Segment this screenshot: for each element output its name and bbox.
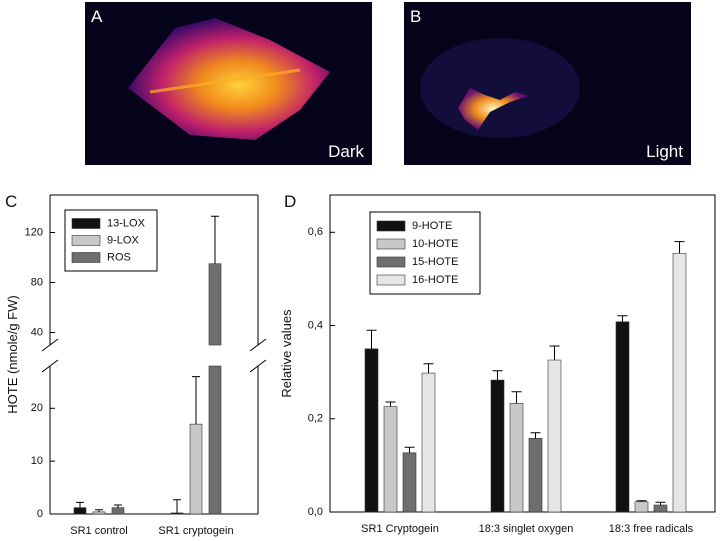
error-bar [404,446,415,453]
y-tick-label: 10 [31,455,43,467]
error-bar [385,401,396,407]
legend-label: 9-LOX [107,234,139,246]
error-bar [173,499,181,513]
panel-label: A [91,7,103,26]
panel-label: C [5,192,17,211]
bar [672,252,687,513]
bar [653,504,668,513]
bar [490,379,505,513]
image-panel-b: B Light [404,2,691,165]
y-axis-label: Relative values [279,309,294,398]
legend-label: 9-HOTE [412,220,452,232]
error-bar [530,432,541,439]
bar [92,511,106,515]
chart: D Relative values 0,0 0,2 0,4 0,6 SR1 Cryptoge… [279,192,716,535]
x-tick-label: SR1 Cryptogein [361,523,439,535]
legend-swatch [376,256,406,268]
bar [634,501,649,513]
error-bar [76,501,84,508]
bar [208,263,222,346]
error-bar [617,315,628,322]
image-caption: Dark [328,142,364,161]
y-tick-label: 80 [31,276,43,288]
error-bar [674,241,685,254]
legend-label: 10-HOTE [412,238,458,250]
legend-label: 15-HOTE [412,256,458,268]
error-bar [511,391,522,404]
legend-swatch [376,238,406,250]
bar [615,321,630,513]
image-caption: Light [646,142,683,161]
bar [402,452,417,513]
y-tick-label: 20 [31,402,43,414]
image-panel-a: A Dark [85,2,372,165]
error-bar [492,370,503,381]
error-bar [114,504,122,508]
panel-label: B [410,7,421,26]
y-tick-label: 40 [31,326,43,338]
bar [383,406,398,513]
panel-label: D [284,192,296,211]
legend-label: 16-HOTE [412,274,458,286]
legend-swatch [71,218,101,229]
legend-label: 13-LOX [107,217,146,229]
legend-swatch [376,274,406,286]
error-bar [211,215,219,264]
bar [547,359,562,513]
bar [509,403,524,513]
bar [208,365,222,515]
legend-swatch [71,235,101,246]
y-tick-label: 0,2 [308,413,323,425]
error-bar [636,500,647,502]
y-tick-label: 0,4 [308,319,323,331]
bar [364,348,379,513]
x-tick-label: SR1 cryptogein [158,525,233,537]
chart: C HOTE (nmole/g FW) 0 10 20 40 80 120 SR1 contro… [5,192,267,537]
axis-break [41,338,59,352]
y-tick-label: 0 [37,508,43,520]
y-tick-label: 120 [25,226,43,238]
bar [170,512,184,515]
y-axis-label: HOTE (nmole/g FW) [5,295,20,413]
bar [111,507,125,515]
bar [528,438,543,513]
legend-label: ROS [107,251,131,263]
error-bar [95,509,103,512]
axis-break [249,338,267,352]
axis-break [41,359,59,373]
x-tick-label: 18:3 free radicals [609,523,694,535]
error-bar [366,329,377,349]
x-tick-label: SR1 control [70,525,127,537]
y-tick-label: 0,6 [308,226,323,238]
legend-swatch [376,220,406,232]
error-bar [423,363,434,374]
bar [189,423,203,515]
error-bar [192,376,200,425]
axis-break [249,359,267,373]
bar [73,507,87,515]
bar [421,372,436,513]
error-bar [655,501,666,506]
y-tick-label: 0,0 [308,506,323,518]
x-tick-label: 18:3 singlet oxygen [479,523,574,535]
legend-swatch [71,252,101,263]
error-bar [549,345,560,361]
